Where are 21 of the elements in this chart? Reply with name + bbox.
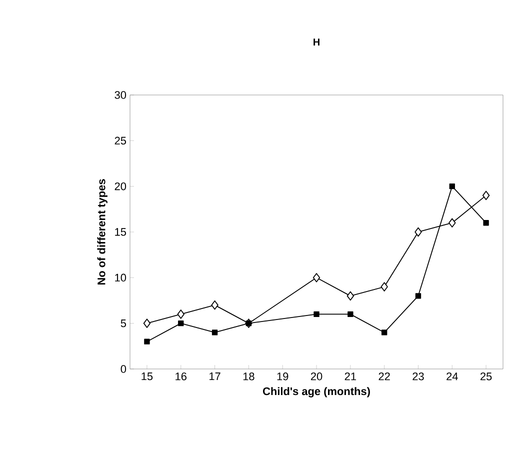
x-tick-label: 23 [412, 372, 424, 380]
y-tick-label: 15 [115, 228, 126, 236]
x-tick-label: 20 [310, 372, 322, 380]
x-tick-label: 25 [480, 372, 492, 380]
y-tick-label: 20 [114, 182, 126, 190]
x-axis-title: Child's age (months) [262, 387, 370, 398]
y-tick-label: 5 [120, 320, 126, 328]
chart-title: H [314, 38, 320, 46]
x-tick-label: 22 [378, 372, 390, 380]
x-tick-label: 15 [142, 372, 153, 380]
x-tick-label: 17 [210, 372, 220, 380]
y-tick-label: 30 [114, 91, 126, 99]
y-tick-label: 10 [115, 274, 126, 282]
y-axis-title: No of different types [97, 179, 108, 285]
x-tick-label: 16 [176, 372, 186, 380]
x-tick-label: 21 [344, 372, 356, 380]
y-tick-label: 25 [114, 136, 126, 145]
x-tick-label: 24 [446, 372, 458, 380]
x-tick-label: 18 [243, 372, 254, 380]
x-tick-label: 19 [277, 372, 288, 380]
y-tick-label: 0 [120, 365, 126, 373]
